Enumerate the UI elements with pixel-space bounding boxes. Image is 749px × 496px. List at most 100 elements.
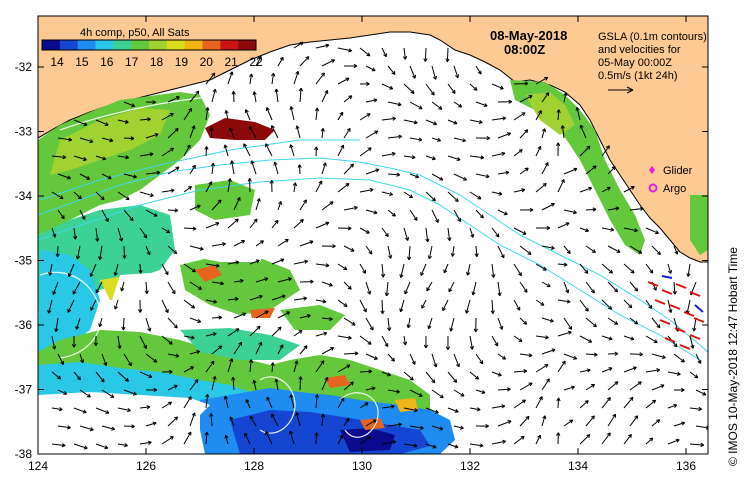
velocity-arrow-head [615,206,620,209]
velocity-arrow [139,227,148,239]
velocity-arrow-head [434,121,438,125]
velocity-arrow [535,76,548,85]
velocity-arrow [689,443,704,446]
legend-line-3: 05-May 00:00Z [598,57,672,69]
velocity-arrow-head [124,255,127,259]
argo-velocity-arrow [647,281,659,287]
velocity-arrow [579,434,591,445]
velocity-arrow [299,88,302,103]
velocity-arrow [431,137,441,142]
argo-velocity-arrow [674,327,686,333]
velocity-arrow [139,406,151,409]
velocity-arrow-head [523,369,527,372]
velocity-arrow [337,335,352,339]
velocity-arrow-head [147,440,152,443]
velocity-arrow-head [435,75,437,80]
glider-velocity-arrow [694,304,704,313]
velocity-arrow [315,263,330,267]
velocity-arrow [535,263,547,271]
y-tick-label: -38 [15,447,33,461]
velocity-arrow [359,370,372,373]
velocity-arrow [557,299,571,303]
velocity-arrow [623,335,635,340]
velocity-arrow-head [375,168,380,170]
velocity-arrow-head [594,323,597,327]
velocity-arrow [121,281,125,292]
velocity-arrow [95,191,105,201]
velocity-arrow [117,407,131,412]
velocity-arrow [535,299,545,306]
velocity-arrow-head [421,305,425,309]
velocity-arrow-head [234,218,239,221]
velocity-arrow [585,245,596,253]
velocity-arrow-head [208,181,212,184]
velocity-arrow [513,399,526,409]
velocity-arrow-head [332,244,336,247]
velocity-arrow-head [464,176,467,181]
velocity-arrow-head [192,304,196,309]
velocity-arrow [601,145,610,157]
velocity-arrow-head [610,227,615,231]
velocity-arrow [205,299,217,303]
velocity-arrow-head [400,274,404,278]
velocity-arrow [57,137,72,141]
velocity-arrow [497,209,508,215]
y-tick-label: -36 [15,318,33,332]
velocity-arrow [453,137,466,142]
velocity-arrow [229,127,235,139]
velocity-arrow-head [611,166,616,169]
colorbar-cell [220,40,239,50]
velocity-arrow [579,227,589,232]
velocity-arrow-head [443,270,448,274]
velocity-arrow [315,180,323,193]
velocity-arrow [431,101,443,110]
velocity-arrow-head [210,360,215,364]
velocity-arrow-head [682,358,685,363]
velocity-arrow-head [299,219,304,221]
velocity-arrow [623,396,634,409]
velocity-arrow [403,119,418,124]
velocity-arrow-head [238,341,242,345]
velocity-arrow [73,119,88,126]
velocity-arrow [365,281,371,295]
velocity-arrow [277,311,291,319]
velocity-arrow-head [114,272,118,276]
argo-velocity-arrow [693,317,705,323]
velocity-arrow-head [411,376,414,381]
velocity-arrow [271,73,275,85]
velocity-arrow-head [236,197,241,200]
velocity-arrow [271,125,279,139]
velocity-arrow [541,378,550,391]
velocity-arrow [645,299,653,309]
velocity-arrow [359,47,371,57]
velocity-arrow [425,227,429,242]
plot-border [37,15,709,455]
velocity-arrow-head [297,164,300,168]
velocity-arrow [321,377,329,391]
velocity-arrow [189,350,200,355]
velocity-arrow-head [191,412,196,416]
velocity-arrow [337,47,352,52]
velocity-arrow [359,436,371,445]
velocity-arrow [299,199,307,211]
velocity-arrow [266,396,273,409]
colorbar-tick-label: 21 [224,55,238,69]
velocity-arrow [497,420,512,427]
velocity-arrow [491,335,499,347]
velocity-arrow-head [700,442,705,446]
velocity-arrow-head [542,415,546,419]
velocity-arrow [343,163,354,175]
velocity-arrow-head [499,292,502,296]
legend-line-4: 0.5m/s (1kt 24h) [598,70,677,82]
velocity-arrow [475,209,484,219]
velocity-arrow [623,263,635,274]
velocity-arrow [293,360,298,373]
velocity-arrow [299,240,314,247]
velocity-arrow [431,209,439,223]
velocity-arrow [497,245,505,259]
velocity-arrow-head [503,355,507,360]
velocity-arrow-head [105,445,109,449]
velocity-arrow-head [374,210,378,214]
velocity-arrow-head [59,407,63,411]
velocity-arrow [75,317,81,330]
